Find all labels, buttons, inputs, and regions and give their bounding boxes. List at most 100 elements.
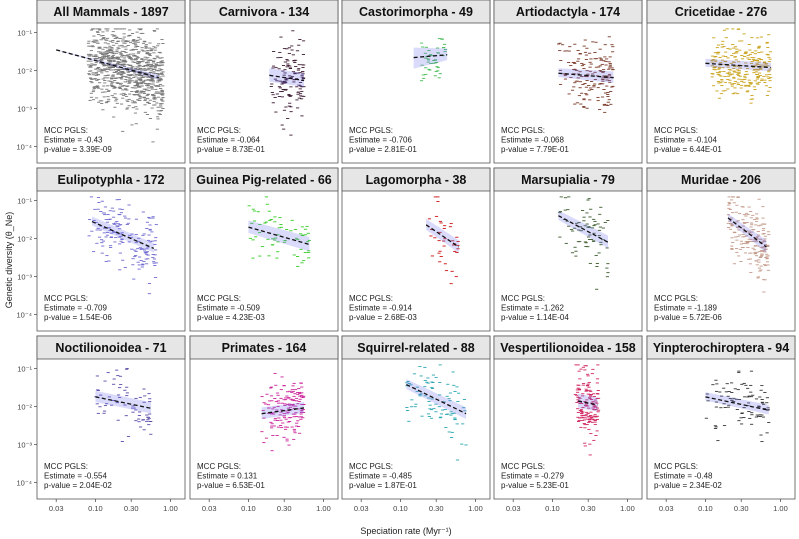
data-points: [556, 36, 615, 113]
panel-title: Guinea Pig-related - 66: [196, 173, 332, 187]
panel-frame: [341, 335, 491, 500]
panel-frame: [341, 0, 491, 164]
panel: Eulipotyphla - 172 MCC PGLS:Estimate = -0…: [16, 167, 186, 332]
data-points: [427, 196, 460, 285]
stat-pvalue: p-value = 5.23E-01: [501, 481, 569, 490]
x-tick-label: 0.10: [241, 504, 256, 513]
panel-frame: [646, 335, 796, 500]
data-points: [87, 196, 158, 295]
stat-pvalue: p-value = 6.44E-01: [654, 145, 722, 154]
regression-line: [577, 400, 598, 406]
panel-title: All Mammals - 1897: [53, 5, 168, 19]
stat-estimate: Estimate = -0.43: [44, 136, 103, 145]
stat-pvalue: p-value = 7.79E-01: [501, 145, 569, 154]
x-tick-label: 1.00: [468, 504, 483, 513]
regression-line: [56, 49, 160, 79]
x-tick-label: 0.30: [581, 504, 596, 513]
stat-header: MCC PGLS:: [654, 462, 698, 471]
panel-frame: [36, 167, 186, 332]
panel-title-strip: [493, 0, 643, 24]
stat-header: MCC PGLS:: [501, 294, 545, 303]
regression-line: [248, 226, 310, 246]
panel-title-strip: [493, 167, 643, 192]
data-points: [94, 367, 153, 442]
panel-title-strip: [341, 335, 491, 360]
stat-estimate: Estimate = -1.189: [654, 304, 717, 313]
panel-title-strip: [189, 167, 339, 192]
panel-frame: [493, 0, 643, 164]
stat-header: MCC PGLS:: [654, 294, 698, 303]
data-points: [704, 370, 771, 443]
data-points: [710, 28, 773, 104]
panel-title: Eulipotyphla - 172: [58, 173, 165, 187]
data-points: [269, 30, 306, 136]
stat-pvalue: p-value = 1.54E-06: [44, 313, 112, 322]
panel-title-strip: [493, 335, 643, 360]
x-tick-label: 0.30: [734, 504, 749, 513]
regression-line: [558, 72, 614, 79]
stat-header: MCC PGLS:: [44, 126, 88, 135]
data-points: [260, 372, 306, 452]
panel-title: Yinpterochiroptera - 94: [653, 341, 789, 355]
x-tick-label: 1.00: [620, 504, 635, 513]
stat-pvalue: p-value = 1.87E-01: [349, 481, 417, 490]
x-tick-label: 0.03: [202, 504, 217, 513]
stat-estimate: Estimate = -1.262: [501, 304, 564, 313]
stat-header: MCC PGLS:: [349, 126, 393, 135]
x-tick-label: 0.10: [393, 504, 408, 513]
stat-pvalue: p-value = 2.34E-02: [654, 481, 722, 490]
regression-line: [406, 383, 467, 415]
x-tick-label: 0.03: [49, 504, 64, 513]
stat-pvalue: p-value = 2.81E-01: [349, 145, 417, 154]
panel-frame: [36, 335, 186, 500]
stat-estimate: Estimate = -0.914: [349, 304, 412, 313]
stat-pvalue: p-value = 2.04E-02: [44, 481, 112, 490]
panel: Lagomorpha - 38 MCC PGLS:Estimate = -0.91…: [341, 167, 491, 332]
panel-title-strip: [36, 335, 186, 360]
stat-estimate: Estimate = -0.485: [349, 472, 412, 481]
x-tick-label: 1.00: [316, 504, 331, 513]
x-tick-label: 0.30: [277, 504, 292, 513]
y-tick-label: 10⁻²: [17, 235, 32, 244]
panel: Noctilionoidea - 71 MCC PGLS:Estimate = -…: [16, 335, 186, 513]
panel: Yinpterochiroptera - 94 MCC PGLS:Estimate…: [646, 335, 796, 513]
stat-estimate: Estimate = -0.509: [197, 304, 260, 313]
data-points: [573, 364, 601, 456]
panel-title-strip: [36, 167, 186, 192]
x-tick-label: 0.10: [88, 504, 103, 513]
y-tick-label: 10⁻³: [17, 441, 32, 450]
x-tick-label: 0.30: [429, 504, 444, 513]
panel-frame: [646, 167, 796, 332]
y-tick-label: 10⁻³: [17, 273, 32, 282]
regression-line: [705, 62, 772, 69]
stat-header: MCC PGLS:: [501, 126, 545, 135]
panel-title-strip: [646, 0, 796, 24]
stat-header: MCC PGLS:: [197, 126, 241, 135]
stat-estimate: Estimate = -0.48: [654, 472, 713, 481]
shared-axes-layer: Speciation rate (Myr⁻¹) Genetic diversit…: [4, 212, 452, 536]
stat-header: MCC PGLS:: [44, 462, 88, 471]
stat-header: MCC PGLS:: [349, 294, 393, 303]
stat-estimate: Estimate = -0.706: [349, 136, 412, 145]
y-tick-label: 10⁻²: [17, 403, 32, 412]
y-tick-label: 10⁻²: [17, 67, 32, 76]
regression-line: [95, 396, 152, 409]
panel-frame: [189, 335, 339, 500]
panel-title-strip: [36, 0, 186, 24]
x-tick-label: 1.00: [163, 504, 178, 513]
panel-frame: [493, 167, 643, 332]
y-tick-label: 10⁻⁴: [16, 143, 32, 152]
stat-estimate: Estimate = -0.064: [197, 136, 260, 145]
panel: Marsupialia - 79 MCC PGLS:Estimate = -1.2…: [493, 167, 643, 332]
y-tick-label: 10⁻⁴: [16, 479, 32, 488]
panel-title-strip: [341, 0, 491, 24]
data-points: [726, 196, 771, 293]
data-points: [405, 364, 468, 461]
x-tick-label: 0.10: [545, 504, 560, 513]
stat-pvalue: p-value = 8.73E-01: [197, 145, 265, 154]
stat-pvalue: p-value = 1.14E-04: [501, 313, 569, 322]
panel-title: Artiodactyla - 174: [516, 5, 620, 19]
x-tick-label: 0.30: [124, 504, 139, 513]
